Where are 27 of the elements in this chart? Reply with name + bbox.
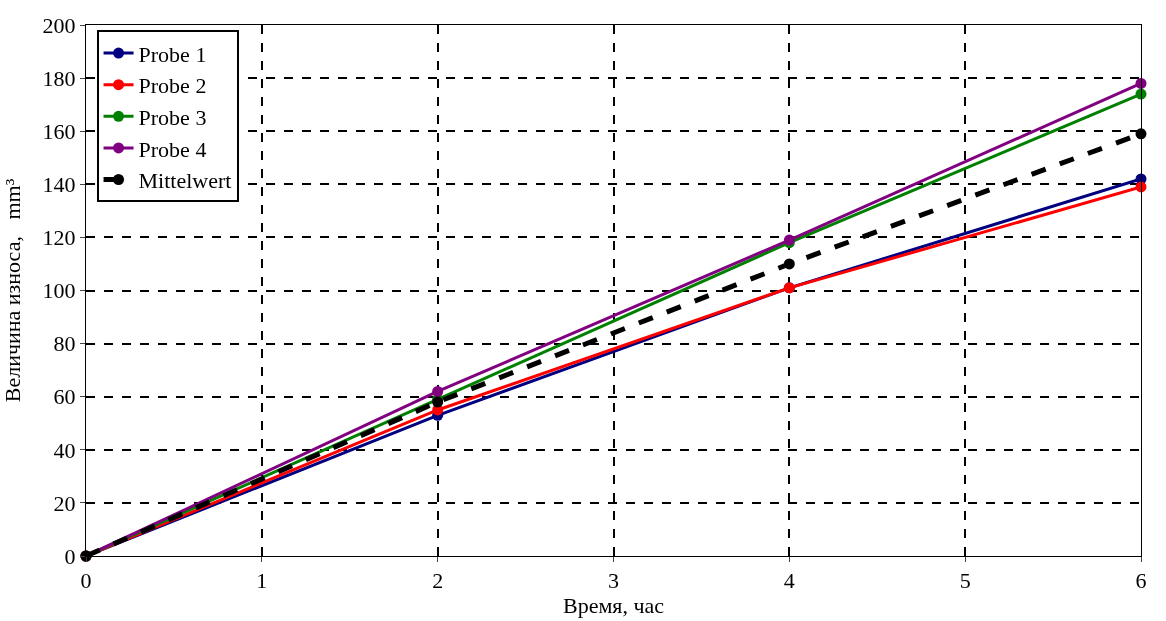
y-tick-label: 160 <box>42 118 76 144</box>
x-tick-label: 5 <box>959 568 971 594</box>
y-tick-label: 60 <box>53 384 76 410</box>
legend-label: Probe 2 <box>138 73 207 99</box>
legend-label: Probe 1 <box>138 41 207 67</box>
x-tick-label: 6 <box>1135 568 1147 594</box>
y-tick-label: 140 <box>42 172 76 197</box>
point <box>432 385 444 397</box>
y-tick-label: 0 <box>64 543 76 569</box>
y-tick-label: 180 <box>42 65 76 91</box>
y-axis-title: Величина износа, mm³ <box>0 178 26 403</box>
y-tick-label: 200 <box>42 12 76 38</box>
y-tick-label: 20 <box>53 490 76 516</box>
x-tick-label: 2 <box>432 568 444 594</box>
y-tick-label: 120 <box>42 225 76 251</box>
legend-label: Probe 4 <box>138 136 207 162</box>
y-tick-label: 80 <box>53 331 76 357</box>
x-tick-label: 1 <box>256 568 268 594</box>
y-tick-label: 100 <box>42 278 76 304</box>
x-tick-label: 3 <box>608 568 619 594</box>
x-axis-title: Время, час <box>562 593 665 619</box>
y-tick-label: 40 <box>53 437 76 463</box>
point <box>783 258 795 270</box>
legend-label: Mittelwert <box>138 168 232 194</box>
x-tick-label: 0 <box>80 568 92 594</box>
legend-label: Probe 3 <box>138 104 207 130</box>
x-tick-label: 4 <box>783 568 795 594</box>
